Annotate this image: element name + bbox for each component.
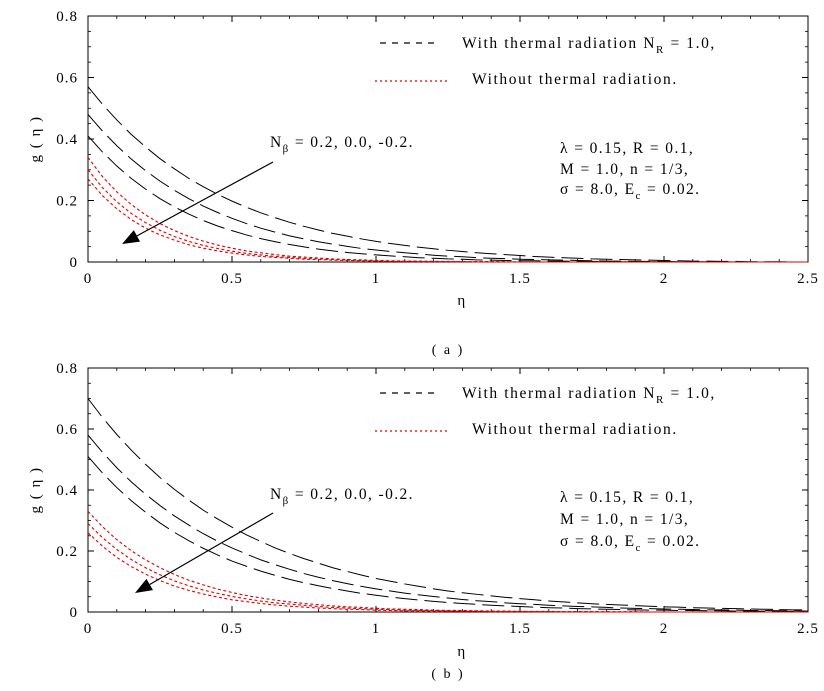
x-tick-label: 2.5 [797,621,819,637]
panel-label: ( a ) [432,343,465,358]
parameter-line: λ = 0.15, R = 0.1, [560,140,694,157]
plot-frame [87,367,809,613]
x-axis-label: η [457,293,466,309]
x-tick-label: 0.5 [221,271,243,287]
x-tick-label: 1 [372,621,381,637]
y-tick-label: 0.6 [56,422,78,438]
arrow-head [135,578,153,593]
legend-with-radiation-main: With thermal radiation N [462,385,656,402]
y-tick-label: 0.8 [56,361,78,377]
chart-panel: 0 0.5 1 1.5 2 2.5 0 0.2 0.4 0.6 0.8 η g ( η ) ( b ) Wi… [28,361,819,682]
x-tick-label: 0.5 [221,621,243,637]
series-line-with-radiation [87,86,808,263]
series-line-without-radiation [87,523,808,613]
y-tick-label: 0.8 [56,9,78,25]
legend: With thermal radiation NR = 1.0, Without … [375,385,716,438]
nbeta-annotation-sub: β [283,495,290,507]
parameter-line: M = 1.0, n = 1/3, [560,161,689,178]
legend-without-radiation: Without thermal radiation. [472,421,678,438]
y-axis-label: g ( η ) [28,466,44,513]
nbeta-annotation-main: N [270,486,283,503]
legend-with-radiation-sub: R [656,44,665,56]
legend-with-radiation-tail: = 1.0, [665,35,716,52]
panel-label: ( b ) [431,667,464,682]
nbeta-annotation-tail: = 0.2, 0.0, -0.2. [290,134,414,151]
y-tick-label: 0.6 [56,71,78,87]
parameter-line: σ = 8.0, Ec = 0.02. [560,533,700,554]
series-line-without-radiation [87,157,808,263]
chart-panel: 0 0.5 1 1.5 2 2.5 0 0.2 0.4 0.6 0.8 η g ( η ) ( a ) Wi… [28,9,819,358]
legend-without-radiation-main: Without thermal radiation. [472,71,678,88]
legend: With thermal radiation NR = 1.0, Without … [375,35,716,88]
y-tick-label: 0 [70,605,79,621]
series-line-without-radiation [87,178,808,263]
x-axis-label: η [457,644,466,660]
series-line-with-radiation [87,398,808,611]
series-line-without-radiation [87,510,808,613]
arrow-line [136,161,274,237]
y-tick-label: 0.4 [56,132,78,148]
series-line-without-radiation [87,532,808,613]
series-line-with-radiation [87,135,808,263]
nbeta-annotation-sub: β [283,143,290,155]
legend-without-radiation-main: Without thermal radiation. [472,421,678,438]
parameter-line: M = 1.0, n = 1/3, [560,511,689,528]
parameter-line-tail: = 0.02. [642,533,701,550]
parameter-line-main: M = 1.0, n = 1/3, [560,511,689,528]
x-tick-label: 2.5 [797,271,819,287]
parameter-line: σ = 8.0, Ec = 0.02. [560,181,700,202]
nbeta-annotation-main: N [270,134,283,151]
nbeta-annotation-tail: = 0.2, 0.0, -0.2. [290,486,414,503]
x-tick-label: 0 [84,271,93,287]
parameter-line-main: σ = 8.0, E [560,533,635,550]
parameter-line-main: λ = 0.15, R = 0.1, [560,489,694,506]
plot-frame [87,15,809,263]
series-line-without-radiation [87,169,808,263]
parameter-line-main: σ = 8.0, E [560,181,635,198]
y-tick-label: 0 [70,255,79,271]
parameter-line-sub: c [635,542,641,554]
arrow-line [149,512,274,585]
parameter-line-main: λ = 0.15, R = 0.1, [560,140,694,157]
legend-with-radiation-sub: R [656,394,665,406]
x-tick-label: 0 [84,621,93,637]
y-tick-label: 0.2 [56,194,78,210]
parameter-line-tail: = 0.02. [642,181,701,198]
y-tick-label: 0.4 [56,483,78,499]
legend-with-radiation: With thermal radiation NR = 1.0, [462,385,716,406]
x-tick-label: 2 [660,271,669,287]
y-axis-label: g ( η ) [28,115,44,162]
legend-with-radiation-main: With thermal radiation N [462,35,656,52]
parameter-line-main: M = 1.0, n = 1/3, [560,161,689,178]
x-tick-label: 1.5 [509,621,531,637]
legend-with-radiation-tail: = 1.0, [665,385,716,402]
series-line-with-radiation [87,434,809,612]
nbeta-annotation: Nβ = 0.2, 0.0, -0.2. [270,486,414,507]
parameter-line-sub: c [635,190,641,202]
legend-with-radiation: With thermal radiation NR = 1.0, [462,35,716,56]
x-tick-label: 1 [372,271,381,287]
arrow-head [122,230,141,244]
x-tick-label: 2 [660,621,669,637]
parameter-line: λ = 0.15, R = 0.1, [560,489,694,506]
y-tick-label: 0.2 [56,544,78,560]
nbeta-annotation: Nβ = 0.2, 0.0, -0.2. [270,134,414,155]
legend-without-radiation: Without thermal radiation. [472,71,678,88]
x-tick-label: 1.5 [509,271,531,287]
